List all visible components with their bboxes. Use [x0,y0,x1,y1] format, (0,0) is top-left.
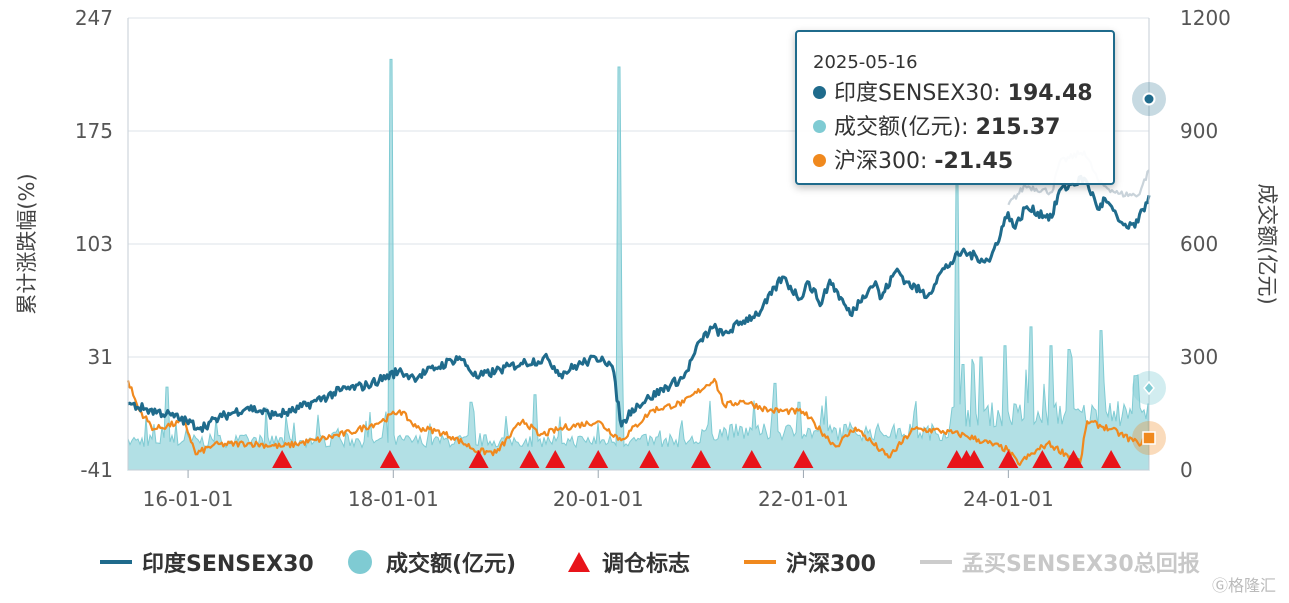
tooltip-row-volume: 成交额(亿元): 215.37 [813,111,1113,145]
legend-item-volume[interactable]: 成交额(亿元) [346,546,516,578]
watermark-logo-icon: Ⓖ [1212,576,1229,595]
rebalance-marker [272,450,293,468]
x-tick-label: 16-01-01 [143,487,234,511]
rebalance-marker [519,450,540,468]
legend-label: 调仓标志 [602,552,691,577]
rebalance-marker [1032,450,1053,468]
csi300-line [126,377,1150,466]
watermark: Ⓖ格隆汇 [1212,572,1276,596]
y-right-tick-label: 300 [1180,345,1218,369]
rebalance-marker [639,450,660,468]
tooltip-label: 沪深300 [834,149,920,174]
y-left-tick-label: 103 [75,232,113,256]
legend-item-sensex[interactable]: 印度SENSEX30 [98,546,314,578]
rebalance-marker [379,450,400,468]
tooltip-label: 印度SENSEX30 [834,81,994,106]
rebalance-marker [741,450,762,468]
legend-line-icon [100,560,132,564]
x-tick-label: 22-01-01 [758,487,849,511]
hover-point-volume [1143,380,1155,396]
y-axis-right-title: 成交额(亿元) [1255,183,1279,304]
legend-line-icon [744,560,776,564]
y-left-tick-label: -41 [80,458,113,482]
y-left-tick-label: 247 [75,6,113,30]
legend-circle-icon [348,550,372,574]
rebalance-marker [964,450,985,468]
legend-label: 成交额(亿元) [386,552,517,577]
rebalance-marker [1063,450,1084,468]
axes: 247 175 103 31 -41 1200 900 600 300 0 16-01-01 18-0… [75,6,1231,511]
y-right-tick-label: 600 [1180,232,1218,256]
y-right-tick-label: 0 [1180,458,1193,482]
tooltip-dot-icon [813,154,826,167]
tooltip-dot-icon [813,120,826,133]
x-tick-label: 18-01-01 [348,487,439,511]
y-left-tick-label: 175 [75,119,113,143]
sensex-line [127,174,1151,433]
x-tick-label: 20-01-01 [553,487,644,511]
y-right-tick-label: 1200 [1180,6,1231,30]
legend-item-total-return[interactable]: 孟买SENSEX30总回报 [918,546,1200,578]
line-series-layer [126,150,1151,466]
tooltip-value: 194.48 [1007,81,1093,106]
hover-point-csi300 [1142,431,1156,445]
rebalance-marker [690,450,711,468]
rebalance-marker-layer [272,450,1122,468]
rebalance-marker [1101,450,1122,468]
tooltip-date: 2025-05-16 [813,52,918,73]
legend-line-icon [920,560,952,564]
y-left-tick-label: 31 [88,345,113,369]
legend-item-csi300[interactable]: 沪深300 [742,546,876,578]
chart-canvas: 247 175 103 31 -41 1200 900 600 300 0 16-01-01 18-0… [15,6,1279,511]
tooltip-label: 成交额(亿元) [834,115,962,140]
tooltip-value: 215.37 [975,115,1061,140]
tooltip-row-csi300: 沪深300: -21.45 [813,145,1113,179]
x-tick-label: 24-01-01 [963,487,1054,511]
watermark-text: 格隆汇 [1228,576,1277,595]
legend-label: 沪深300 [786,552,876,577]
chart-legend: 印度SENSEX30 成交额(亿元) 调仓标志 沪深300 孟买SENSEX30… [0,540,1289,590]
rebalance-marker [545,450,566,468]
rebalance-marker [793,450,814,468]
hover-point-sensex [1142,92,1156,106]
chart-tooltip: 2025-05-16 印度SENSEX30: 194.48 成交额(亿元): 2… [795,30,1115,185]
tooltip-value: -21.45 [934,149,1014,174]
y-right-tick-label: 900 [1180,119,1218,143]
tooltip-dot-icon [813,86,826,99]
hover-highlight-layer [1132,82,1166,455]
tooltip-row-sensex: 印度SENSEX30: 194.48 [813,77,1113,111]
legend-label: 印度SENSEX30 [142,552,314,577]
rebalance-marker [468,450,489,468]
rebalance-marker [998,450,1019,468]
y-axis-left-title: 累计涨跌幅(%) [15,173,39,314]
legend-triangle-icon [568,552,590,572]
rebalance-marker [588,450,609,468]
legend-label: 孟买SENSEX30总回报 [962,552,1200,577]
legend-item-rebalance[interactable]: 调仓标志 [566,546,690,578]
